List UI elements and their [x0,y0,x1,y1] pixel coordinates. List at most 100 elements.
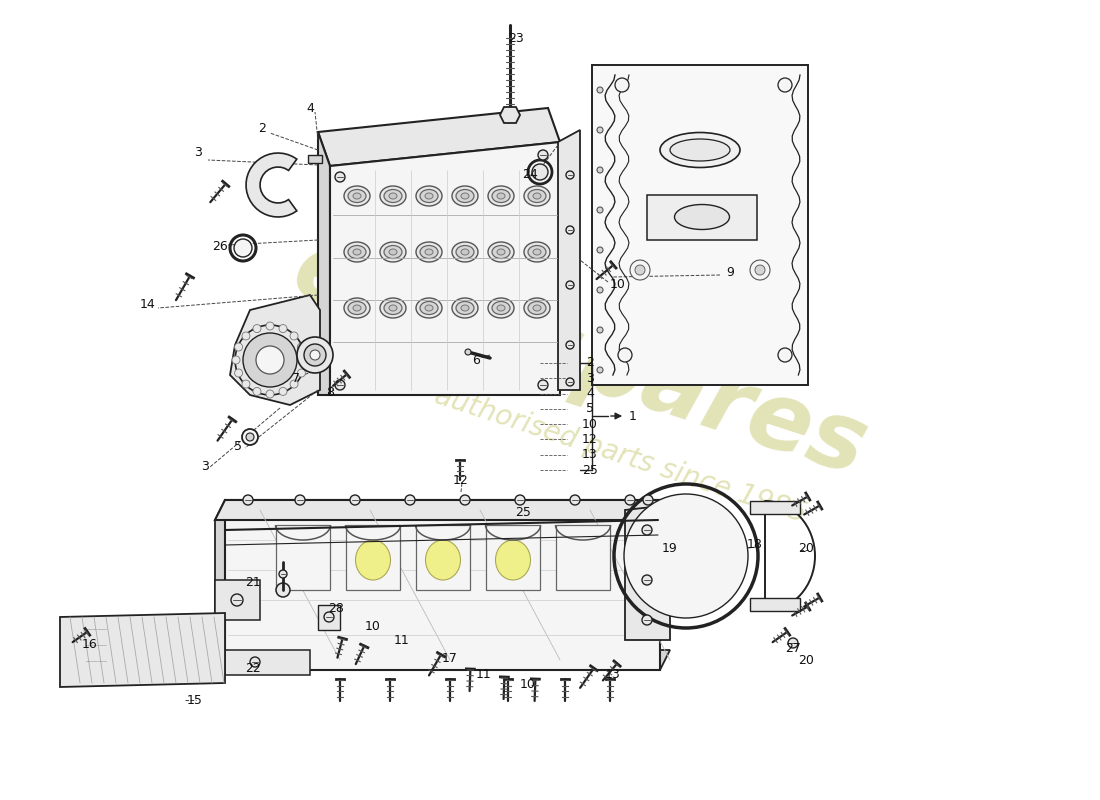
Circle shape [597,127,603,133]
Polygon shape [647,195,757,240]
Ellipse shape [528,246,546,258]
Text: 3: 3 [194,146,202,158]
Polygon shape [318,108,560,166]
Ellipse shape [355,540,390,580]
Circle shape [778,78,792,92]
Ellipse shape [384,190,402,202]
Circle shape [624,494,748,618]
Text: 5: 5 [234,441,242,454]
Polygon shape [416,525,470,590]
Text: 10: 10 [520,678,536,691]
Circle shape [310,350,320,360]
Ellipse shape [461,305,469,311]
Circle shape [242,332,250,340]
Ellipse shape [344,242,370,262]
Ellipse shape [524,298,550,318]
Circle shape [597,247,603,253]
Ellipse shape [425,305,433,311]
Circle shape [250,657,260,667]
Ellipse shape [416,298,442,318]
Polygon shape [276,525,330,590]
Polygon shape [226,650,310,675]
Polygon shape [558,130,580,390]
Text: 6: 6 [472,354,480,366]
Circle shape [336,172,345,182]
Text: _______: _______ [85,625,107,630]
Polygon shape [60,613,226,687]
Circle shape [295,495,305,505]
Circle shape [304,344,326,366]
Circle shape [405,495,415,505]
Ellipse shape [344,186,370,206]
Text: _______: _______ [85,641,107,646]
Text: 5: 5 [586,402,594,415]
Circle shape [566,341,574,349]
Circle shape [566,171,574,179]
Circle shape [597,367,603,373]
Ellipse shape [379,298,406,318]
Circle shape [597,167,603,173]
Polygon shape [246,153,297,217]
Circle shape [231,594,243,606]
Ellipse shape [488,242,514,262]
Circle shape [642,525,652,535]
Ellipse shape [456,190,474,202]
Ellipse shape [425,193,433,199]
Text: 19: 19 [662,542,678,554]
Ellipse shape [420,246,438,258]
Text: 1: 1 [629,410,637,422]
Text: 25: 25 [582,463,598,477]
Circle shape [570,495,580,505]
Ellipse shape [456,246,474,258]
Circle shape [597,87,603,93]
Ellipse shape [379,242,406,262]
Circle shape [515,495,525,505]
Ellipse shape [353,193,361,199]
Circle shape [597,327,603,333]
Text: 2: 2 [258,122,266,134]
Circle shape [290,380,298,388]
Circle shape [232,356,240,364]
Polygon shape [625,505,670,640]
Text: 3: 3 [201,461,209,474]
Circle shape [242,380,250,388]
Text: 20: 20 [799,654,814,666]
Circle shape [253,387,261,395]
Circle shape [290,332,298,340]
Text: 4: 4 [306,102,313,114]
Circle shape [297,369,306,377]
Ellipse shape [495,540,530,580]
Circle shape [755,265,764,275]
Text: 17: 17 [442,653,458,666]
Polygon shape [500,107,520,123]
Text: 21: 21 [245,577,261,590]
Ellipse shape [452,298,478,318]
Text: 9: 9 [726,266,734,278]
Polygon shape [346,525,400,590]
Circle shape [246,433,254,441]
Circle shape [642,575,652,585]
Ellipse shape [488,186,514,206]
Ellipse shape [416,186,442,206]
Circle shape [234,343,243,351]
Circle shape [297,337,333,373]
Circle shape [256,346,284,374]
Ellipse shape [528,302,546,314]
Circle shape [788,638,798,648]
Circle shape [243,333,297,387]
Circle shape [234,239,252,257]
Text: 13: 13 [605,669,620,682]
Circle shape [243,495,253,505]
Polygon shape [214,650,670,670]
Polygon shape [750,598,800,611]
Circle shape [625,495,635,505]
Circle shape [538,380,548,390]
Text: 28: 28 [328,602,344,615]
Text: 14: 14 [140,298,156,311]
Text: 18: 18 [747,538,763,551]
Circle shape [642,615,652,625]
Ellipse shape [348,190,366,202]
Circle shape [336,380,345,390]
Ellipse shape [452,186,478,206]
Ellipse shape [492,246,510,258]
